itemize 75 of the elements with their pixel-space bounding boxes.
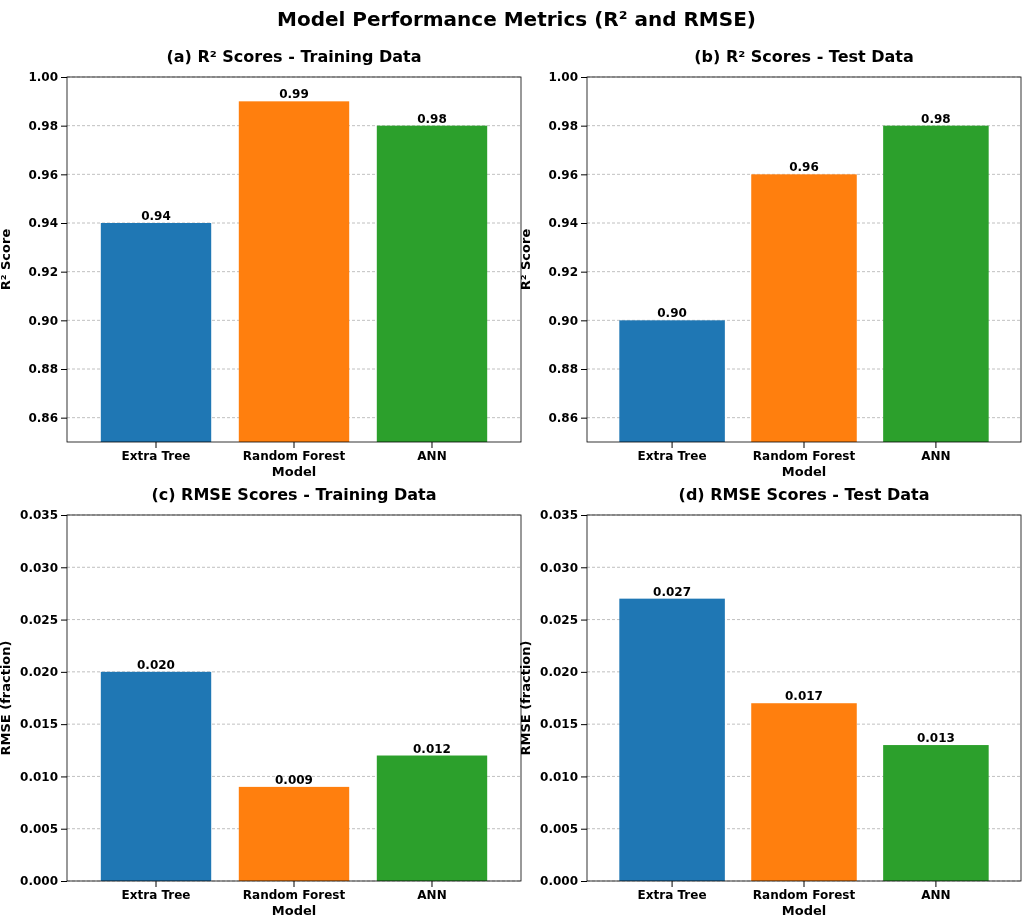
chart-title: (a) R² Scores - Training Data xyxy=(166,47,422,66)
data-label: 0.90 xyxy=(657,306,687,321)
bar xyxy=(619,598,725,881)
y-tick-label: 0.010 xyxy=(20,769,58,784)
y-tick-label: 0.020 xyxy=(20,665,58,680)
chart-title: (c) RMSE Scores - Training Data xyxy=(151,485,437,504)
bar xyxy=(100,671,212,881)
x-tick-label: Extra Tree xyxy=(121,448,191,463)
data-label: 0.013 xyxy=(916,731,955,746)
x-axis-title: Model xyxy=(271,464,317,479)
x-tick-label: Extra Tree xyxy=(121,887,191,902)
y-axis-title: RMSE (fraction) xyxy=(518,640,533,756)
x-tick-label: Random Forest xyxy=(752,887,856,902)
y-tick-label: 0.94 xyxy=(548,216,578,231)
y-tick-label: 0.015 xyxy=(540,717,578,732)
y-tick-label: 0.030 xyxy=(20,560,58,575)
y-tick-label: 0.86 xyxy=(28,411,58,426)
y-tick-label: 0.96 xyxy=(28,167,58,182)
y-tick-label: 0.030 xyxy=(540,560,578,575)
x-axis-title: Model xyxy=(781,464,827,479)
y-tick-label: 0.000 xyxy=(20,874,58,889)
y-tick-label: 0.88 xyxy=(548,362,578,377)
y-tick-label: 1.00 xyxy=(548,70,578,85)
y-tick-label: 0.000 xyxy=(540,874,578,889)
y-axis-title: R² Score xyxy=(518,228,533,291)
y-tick-label: 0.98 xyxy=(28,119,58,134)
y-tick-label: 0.86 xyxy=(548,411,578,426)
data-label: 0.98 xyxy=(417,111,447,126)
y-tick-label: 0.035 xyxy=(540,508,578,523)
bar xyxy=(751,703,857,881)
text: Model Performance Metrics (R² and RMSE) xyxy=(277,7,756,31)
x-tick-label: Random Forest xyxy=(752,448,856,463)
y-tick-label: 0.025 xyxy=(20,612,58,627)
y-axis-title: R² Score xyxy=(0,228,13,291)
y-tick-label: 0.005 xyxy=(20,822,58,837)
x-tick-label: Extra Tree xyxy=(637,448,707,463)
y-tick-label: 0.020 xyxy=(540,665,578,680)
chart-title: (d) RMSE Scores - Test Data xyxy=(678,485,930,504)
x-axis-title: Model xyxy=(781,903,827,915)
y-tick-label: 0.92 xyxy=(548,265,578,280)
x-tick-label: Random Forest xyxy=(242,448,346,463)
x-tick-label: Random Forest xyxy=(242,887,346,902)
y-tick-label: 0.010 xyxy=(540,769,578,784)
y-tick-label: 0.015 xyxy=(20,717,58,732)
data-label: 0.96 xyxy=(789,160,819,175)
data-label: 0.009 xyxy=(275,772,313,787)
x-tick-label: ANN xyxy=(417,448,447,463)
y-tick-label: 0.035 xyxy=(20,508,58,523)
x-tick-label: ANN xyxy=(921,448,951,463)
y-tick-label: 0.005 xyxy=(540,822,578,837)
y-tick-label: 0.92 xyxy=(28,265,58,280)
y-tick-label: 0.90 xyxy=(548,313,578,328)
data-label: 0.020 xyxy=(137,657,175,672)
data-label: 0.017 xyxy=(785,689,823,704)
data-label: 0.99 xyxy=(279,87,309,102)
bar xyxy=(376,755,488,881)
bar xyxy=(883,745,989,881)
x-axis-title: Model xyxy=(271,903,317,915)
data-label: 0.012 xyxy=(413,741,451,756)
bar xyxy=(238,786,350,881)
y-axis-title: RMSE (fraction) xyxy=(0,640,13,756)
y-tick-label: 0.96 xyxy=(548,167,578,182)
data-label: 0.94 xyxy=(141,209,171,223)
y-tick-label: 0.88 xyxy=(28,362,58,377)
y-tick-label: 0.025 xyxy=(540,612,578,627)
y-tick-label: 0.90 xyxy=(28,313,58,328)
y-tick-label: 0.98 xyxy=(548,119,578,134)
data-label: 0.027 xyxy=(653,584,692,599)
x-tick-label: Extra Tree xyxy=(637,887,707,902)
y-tick-label: 1.00 xyxy=(28,70,58,85)
x-tick-label: ANN xyxy=(417,887,447,902)
y-tick-label: 0.94 xyxy=(28,216,58,231)
chart-title: (b) R² Scores - Test Data xyxy=(694,47,914,66)
x-tick-label: ANN xyxy=(921,887,951,902)
data-label: 0.98 xyxy=(921,111,951,126)
